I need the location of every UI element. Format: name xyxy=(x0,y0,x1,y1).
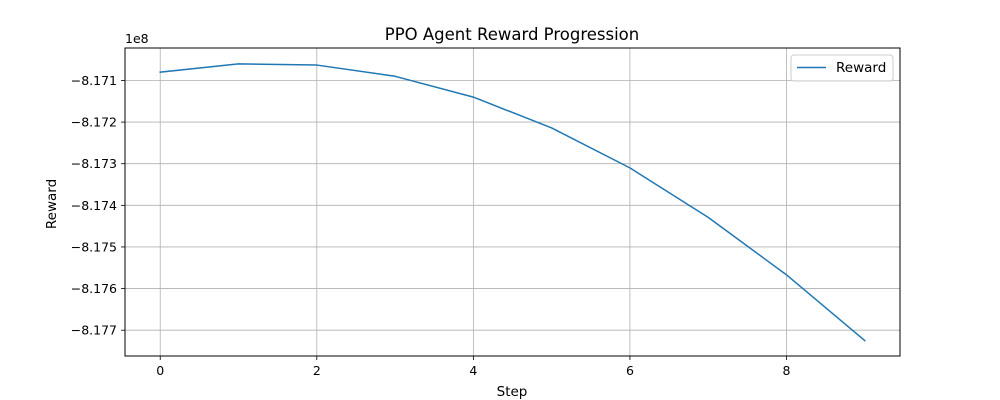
x-tick-label: 0 xyxy=(156,363,164,378)
x-tick-label: 8 xyxy=(783,363,791,378)
y-axis-offset-text: 1e8 xyxy=(125,31,149,46)
y-axis-label: Reward xyxy=(44,179,60,229)
series-layer xyxy=(159,62,866,342)
data-point xyxy=(785,273,788,276)
data-point xyxy=(159,71,162,74)
y-tick-label: −8.174 xyxy=(71,198,117,213)
plot-area-frame xyxy=(124,47,901,357)
y-tick-label: −8.173 xyxy=(71,156,117,171)
data-point xyxy=(707,216,710,219)
axis-ticks: 0 2 4 6 8 −8.171 −8.172 −8.173 −8.174 −8.175 −8.17… xyxy=(71,73,791,378)
x-tick-label: 4 xyxy=(469,363,477,378)
data-point xyxy=(628,166,631,169)
data-point xyxy=(315,63,318,66)
series-line-reward xyxy=(159,63,866,342)
y-tick-label: −8.176 xyxy=(71,281,117,296)
chart-title: PPO Agent Reward Progression xyxy=(385,25,639,44)
data-point xyxy=(393,75,396,78)
y-tick-label: −8.172 xyxy=(71,115,117,130)
y-tick-label: −8.171 xyxy=(71,73,117,88)
y-tick-label: −8.175 xyxy=(71,239,117,254)
legend-box xyxy=(790,54,894,82)
data-point xyxy=(550,126,553,129)
legend: Reward xyxy=(790,54,894,82)
grid-lines xyxy=(125,48,900,356)
x-tick-label: 6 xyxy=(626,363,634,378)
y-tick-label: −8.177 xyxy=(71,323,117,338)
x-tick-label: 2 xyxy=(313,363,321,378)
legend-label-reward: Reward xyxy=(836,60,886,76)
data-point xyxy=(472,96,475,99)
data-point xyxy=(237,62,240,65)
x-axis-label: Step xyxy=(497,384,528,400)
data-point xyxy=(863,339,866,342)
